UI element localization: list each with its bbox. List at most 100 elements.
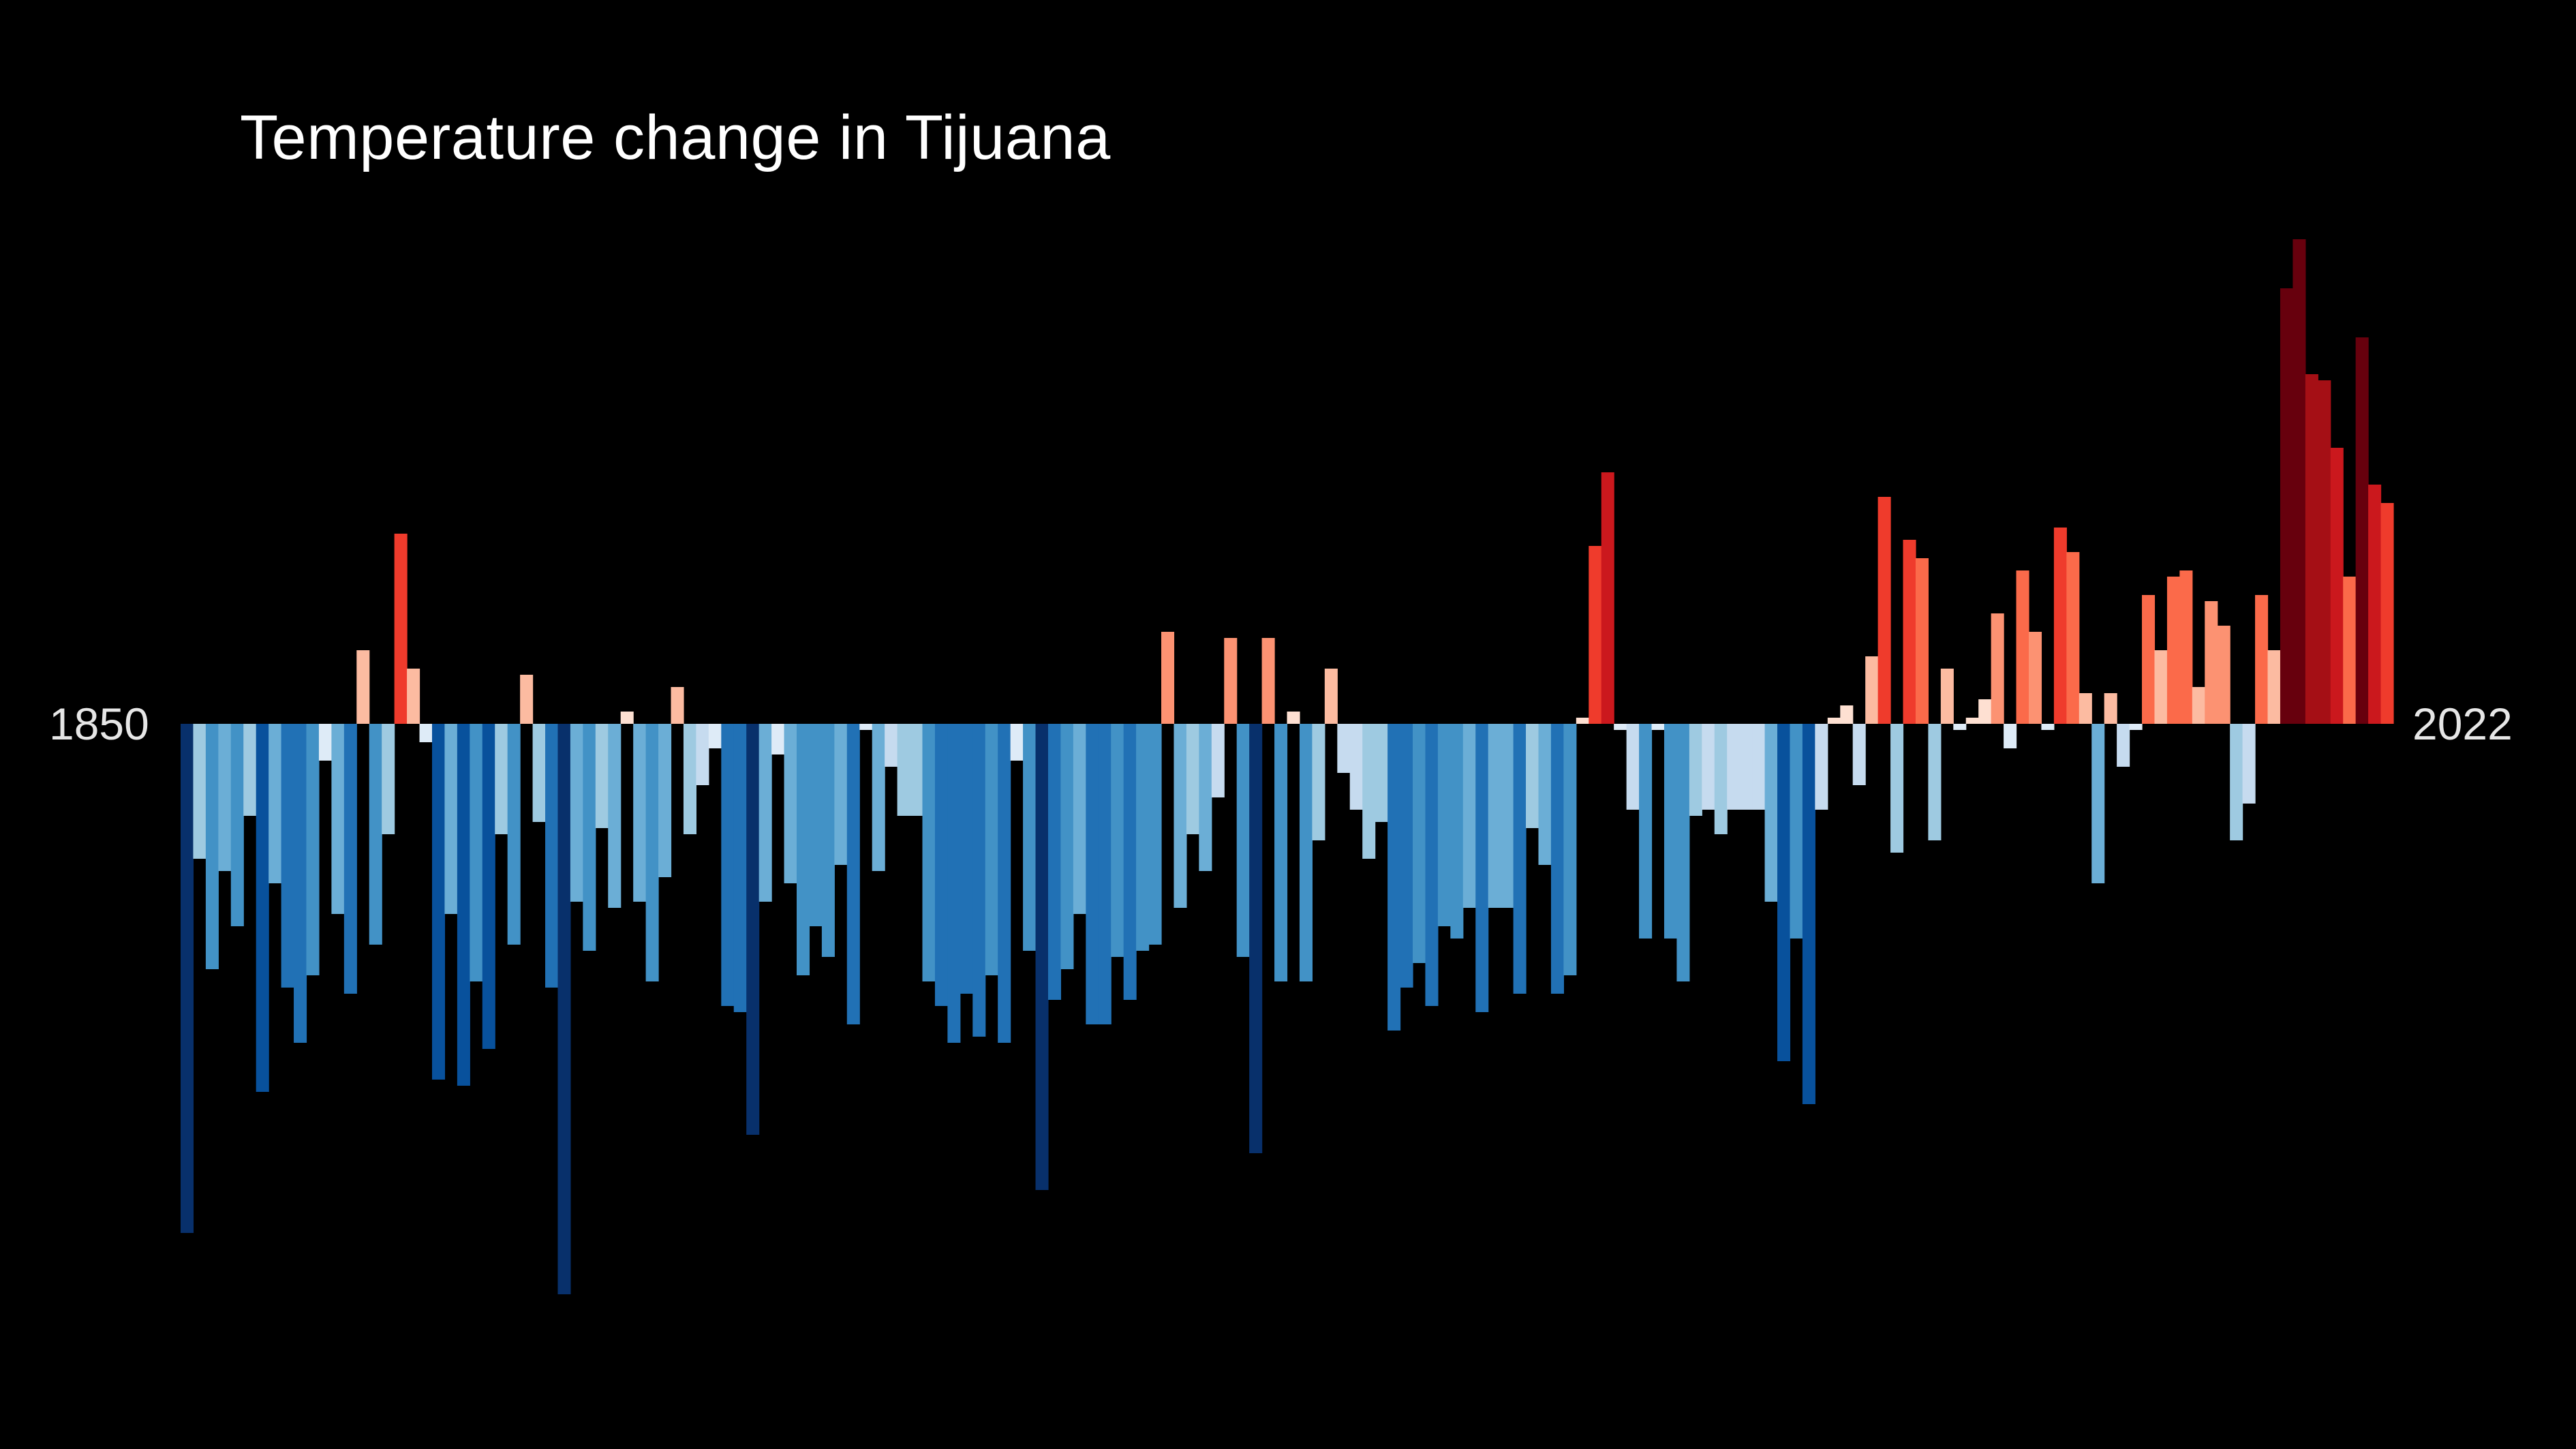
bar-1994 (1991, 613, 2004, 724)
bar-1982 (1840, 705, 1854, 724)
bar-1857 (269, 724, 282, 883)
bar-1951 (1450, 724, 1464, 939)
bar-2005 (2129, 724, 2143, 730)
bar-1896 (758, 724, 772, 902)
bar-1980 (1815, 724, 1828, 810)
bar-1858 (281, 724, 294, 988)
bar-1859 (294, 724, 307, 1043)
bar-1893 (721, 724, 735, 1006)
bar-1926 (1136, 724, 1150, 951)
bar-1992 (1965, 718, 1979, 724)
bar-1882 (583, 724, 596, 951)
bar-1939 (1299, 724, 1313, 981)
bar-1964 (1614, 724, 1627, 730)
bar-1865 (369, 724, 382, 945)
bar-1970 (1689, 724, 1702, 816)
bar-1902 (834, 724, 848, 865)
bar-1991 (1953, 724, 1967, 730)
bar-1967 (1651, 724, 1665, 730)
bar-1885 (620, 712, 634, 724)
bar-2008 (2166, 577, 2180, 724)
bar-2006 (2142, 595, 2156, 724)
bar-1860 (306, 724, 320, 975)
bar-1987 (1903, 540, 1916, 724)
bar-1933 (1224, 638, 1238, 724)
bar-1874 (482, 724, 495, 1049)
bar-1878 (532, 724, 546, 822)
bar-2022 (2343, 577, 2357, 724)
bar-2003 (2104, 693, 2117, 724)
bar-1895 (746, 724, 760, 1135)
bar-1861 (318, 724, 332, 761)
bar-2019 (2305, 374, 2318, 724)
bar-1866 (382, 724, 395, 834)
bar-1983 (1852, 724, 1866, 785)
bar-1919 (1047, 724, 1062, 1000)
bar-1884 (608, 724, 622, 908)
bar-1920 (1060, 724, 1074, 969)
bar-1963 (1601, 472, 1614, 724)
bar-1870 (431, 724, 446, 1080)
bar-1960 (1563, 724, 1577, 975)
bar-1873 (470, 724, 483, 981)
bar-1892 (708, 724, 722, 748)
bar-1918 (1035, 724, 1049, 1190)
bar-1949 (1425, 724, 1439, 1006)
bar-1929 (1174, 724, 1187, 908)
bar-1972 (1714, 724, 1728, 834)
bar-1880 (557, 724, 571, 1294)
bar-1925 (1123, 724, 1137, 1000)
bar-1905 (872, 724, 885, 871)
bar-1917 (1023, 724, 1037, 951)
bar-1923 (1098, 724, 1111, 1024)
bar-1881 (570, 724, 583, 902)
bar-1944 (1362, 724, 1376, 859)
bar-1937 (1274, 724, 1288, 981)
bar-1854 (230, 724, 244, 926)
bar-1886 (633, 724, 647, 902)
bar-1969 (1676, 724, 1690, 981)
bar-1976 (1764, 724, 1778, 902)
bar-1888 (658, 724, 672, 877)
bar-1997 (2028, 632, 2042, 724)
bar-1955 (1501, 724, 1514, 908)
bar-1989 (1928, 724, 1942, 840)
bar-1966 (1639, 724, 1653, 939)
bar-1872 (457, 724, 470, 1086)
bar-1907 (897, 724, 910, 816)
bar-1904 (859, 724, 873, 730)
bar-1868 (407, 669, 420, 724)
bar-2015 (2255, 595, 2269, 724)
bar-1898 (784, 724, 797, 883)
bar-1935 (1249, 724, 1263, 1153)
bar-1957 (1526, 724, 1539, 828)
bar-1910 (934, 724, 948, 1006)
bar-2024 (2368, 485, 2382, 724)
bar-2010 (2192, 687, 2205, 724)
bar-1856 (256, 724, 269, 1092)
bar-1946 (1387, 724, 1401, 1031)
bar-1903 (846, 724, 860, 1024)
bar-1973 (1727, 724, 1741, 810)
bar-1906 (885, 724, 898, 767)
bar-1941 (1324, 669, 1338, 724)
bar-1900 (809, 724, 823, 926)
bar-1914 (985, 724, 998, 975)
bar-1867 (394, 534, 408, 724)
bar-1950 (1437, 724, 1451, 926)
bar-1936 (1261, 638, 1275, 724)
bar-2002 (2091, 724, 2105, 883)
bar-1981 (1827, 718, 1841, 724)
bar-1938 (1287, 712, 1300, 724)
bar-1869 (419, 724, 433, 742)
bar-2000 (2066, 552, 2080, 724)
bar-1990 (1940, 669, 1954, 724)
chart-title: Temperature change in Tijuana (240, 103, 1111, 172)
bar-1911 (947, 724, 961, 1043)
bar-1852 (205, 724, 219, 969)
bar-2007 (2154, 650, 2168, 724)
bar-1940 (1312, 724, 1325, 840)
bar-1913 (972, 724, 986, 1037)
